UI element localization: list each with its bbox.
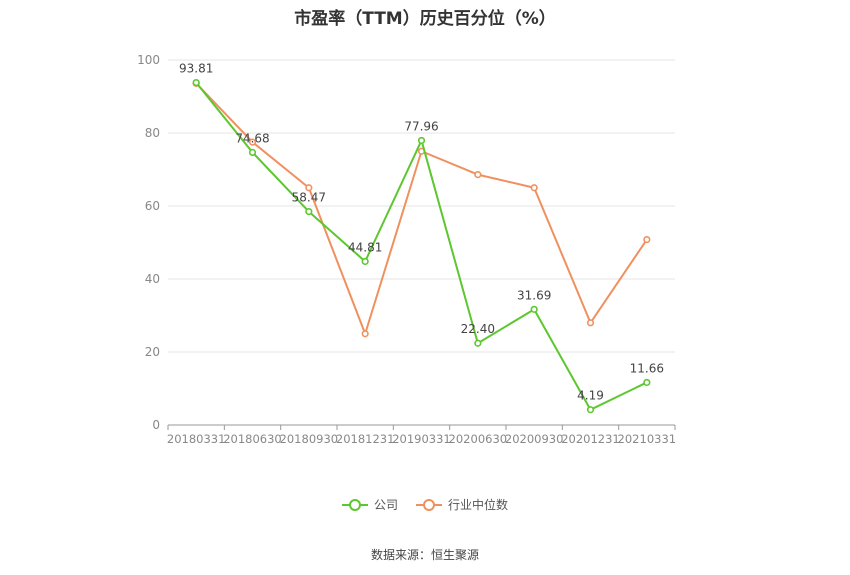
y-tick-label: 100 bbox=[137, 53, 160, 67]
company-point bbox=[474, 339, 482, 347]
x-tick-label: 20190331 bbox=[392, 432, 451, 446]
x-tick-label: 20210331 bbox=[618, 432, 677, 446]
industry-median-point bbox=[530, 184, 538, 192]
x-tick-label: 20181231 bbox=[336, 432, 395, 446]
legend-item-company[interactable]: 公司 bbox=[341, 496, 398, 513]
company-data-label: 22.40 bbox=[461, 322, 495, 336]
company-data-label: 4.19 bbox=[577, 389, 604, 403]
company-data-label: 93.81 bbox=[179, 62, 213, 76]
axes: 0 20 40 60 80 100 2018033120180630201809302018… bbox=[137, 53, 676, 446]
legend-swatch-company bbox=[341, 498, 368, 512]
y-tick-label: 20 bbox=[145, 345, 160, 359]
legend-item-industry-median[interactable]: 行业中位数 bbox=[416, 496, 508, 513]
legend-label-industry-median: 行业中位数 bbox=[448, 498, 509, 512]
company-data-label: 31.69 bbox=[517, 288, 551, 302]
industry-median-point bbox=[361, 330, 369, 338]
x-tick-label: 20180630 bbox=[223, 432, 282, 446]
company-point bbox=[417, 136, 426, 145]
industry-median-point bbox=[474, 171, 482, 179]
company-data-label: 77.96 bbox=[404, 119, 438, 133]
chart-title: 市盈率（TTM）历史百分位（%） bbox=[294, 9, 556, 29]
industry-median-point bbox=[586, 319, 595, 327]
data-labels: 93.81 74.68 58.47 44.81 77.96 22.40 31.69 4.19 1… bbox=[179, 62, 664, 403]
grid-lines bbox=[168, 59, 675, 353]
company-data-label: 74.68 bbox=[235, 131, 269, 145]
y-tick-label: 0 bbox=[152, 418, 160, 432]
industry-median-point bbox=[248, 138, 257, 146]
company-point bbox=[305, 207, 313, 216]
company-data-label: 11.66 bbox=[630, 361, 664, 375]
y-tick-label: 80 bbox=[145, 126, 160, 140]
x-tick-label: 20200930 bbox=[505, 432, 564, 446]
legend-label-company: 公司 bbox=[373, 498, 398, 512]
company-point bbox=[643, 378, 651, 387]
company-point bbox=[530, 305, 538, 313]
x-tick-label: 20201231 bbox=[561, 432, 620, 446]
legend-swatch-industry-median bbox=[416, 498, 442, 512]
company-point bbox=[586, 406, 595, 414]
x-tick-label: 20200630 bbox=[449, 432, 508, 446]
company-data-label: 44.81 bbox=[348, 240, 382, 254]
series-lines bbox=[192, 78, 651, 414]
company-point bbox=[361, 257, 369, 266]
chart-source: 数据来源：恒生聚源 bbox=[370, 548, 479, 562]
company-data-label: 58.47 bbox=[292, 191, 326, 205]
x-tick-label: 20180930 bbox=[280, 432, 339, 446]
y-tick-label: 60 bbox=[145, 199, 160, 213]
company-point bbox=[192, 78, 200, 87]
industry-median-point bbox=[643, 235, 651, 244]
chart-legend: 公司 行业中位数 bbox=[0, 496, 850, 513]
company-point bbox=[248, 148, 257, 157]
y-tick-label: 40 bbox=[145, 272, 160, 286]
x-tick-label: 20180331 bbox=[167, 432, 226, 446]
industry-median-point bbox=[305, 184, 313, 192]
